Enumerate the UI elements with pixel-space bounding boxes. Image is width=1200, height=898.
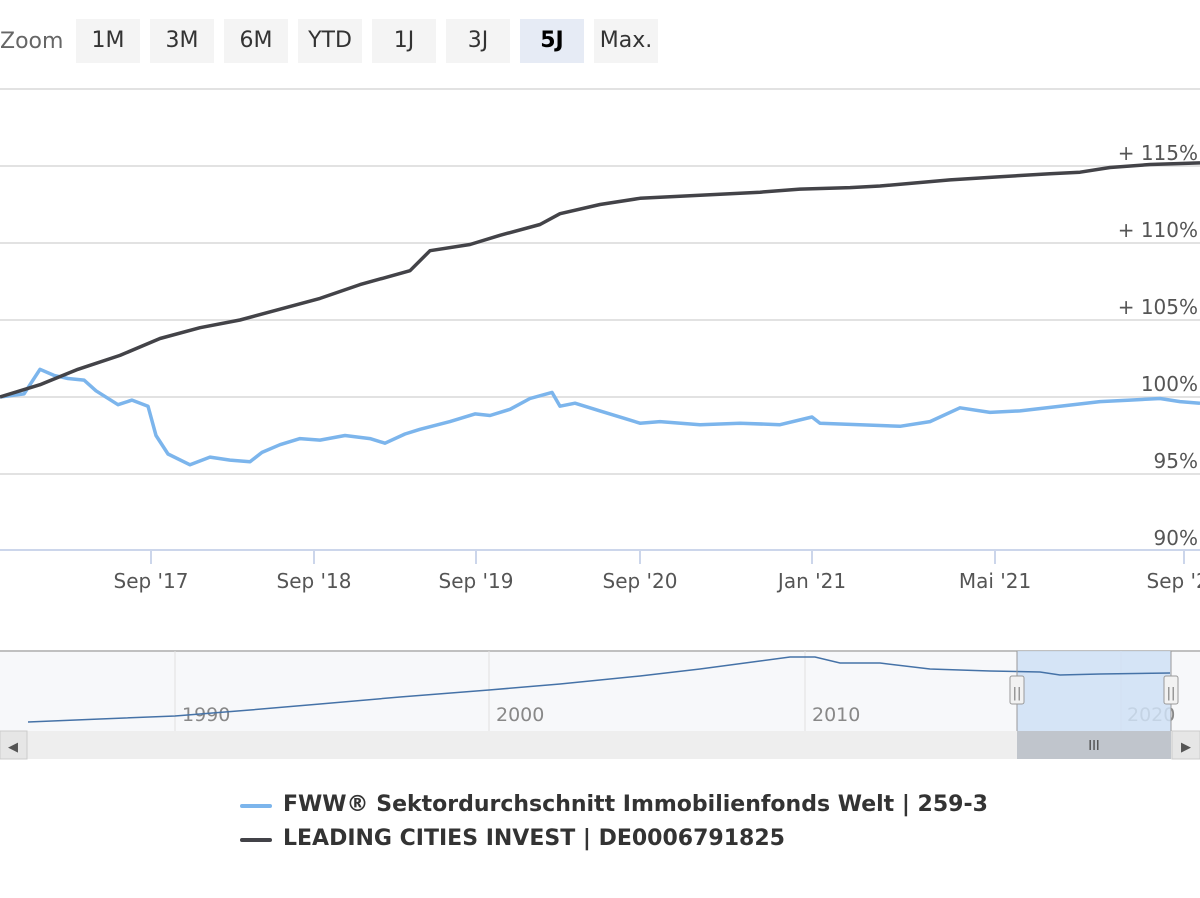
y-tick-label: + 110%	[1118, 218, 1198, 242]
navigator-handle-right[interactable]: ||	[1163, 675, 1179, 705]
scroll-left-arrow-icon: ◀	[8, 740, 18, 755]
zoom-button-6m[interactable]: 6M	[224, 19, 288, 63]
y-tick-label: 90%	[1154, 526, 1198, 550]
navigator-label-2000: 2000	[496, 704, 544, 726]
series-line-1	[0, 161, 1200, 399]
y-tick-label: + 105%	[1118, 295, 1198, 319]
navigator-handle-right-body[interactable]	[1163, 675, 1179, 705]
zoom-button-5j[interactable]: 5J	[520, 19, 584, 63]
scrollbar-left-button[interactable]	[0, 730, 28, 760]
legend-label-leading-cities: LEADING CITIES INVEST | DE0006791825	[283, 826, 785, 851]
navigator-handle-left[interactable]: ||	[1009, 675, 1025, 705]
zoom-button-ytd[interactable]: YTD	[298, 19, 362, 63]
legend-swatch-leading-cities	[240, 838, 272, 842]
scrollbar-thumb[interactable]	[1017, 731, 1171, 759]
y-tick-label: 95%	[1154, 449, 1198, 473]
scrollbar[interactable]: ◀ III ▶	[0, 730, 1200, 760]
scrollbar-thumb-grip: III	[1088, 739, 1100, 754]
navigator-series-line	[27, 656, 1171, 723]
navigator-handle-right-grip: ||	[1167, 686, 1176, 701]
x-tick-label: Sep '19	[439, 569, 514, 593]
navigator: 1990 2000 2010 2020 || ||	[0, 650, 1200, 731]
x-tick-label: Jan '21	[776, 569, 846, 593]
zoom-label: Zoom	[0, 29, 64, 54]
zoom-button-3m[interactable]: 3M	[150, 19, 214, 63]
x-tick-label: Sep '17	[114, 569, 189, 593]
x-tick-label: Sep '21	[1147, 569, 1200, 593]
navigator-label-1990: 1990	[182, 704, 230, 726]
y-axis-ticks: 90% 95% 100% + 105% + 110% + 115%	[1118, 141, 1198, 550]
zoom-bar: Zoom 1M 3M 6M YTD 1J 3J 5J Max.	[0, 19, 700, 63]
navigator-selected-range[interactable]	[1017, 651, 1171, 731]
x-tick-label: Sep '20	[603, 569, 678, 593]
scrollbar-right-button[interactable]	[1171, 730, 1200, 760]
y-tick-label: 100%	[1141, 372, 1198, 396]
navigator-handle-left-grip: ||	[1013, 686, 1022, 701]
zoom-button-1j[interactable]: 1J	[372, 19, 436, 63]
legend-item-sektordurchschnitt[interactable]: FWW® Sektordurchschnitt Immobilienfonds …	[240, 790, 1040, 824]
navigator-background	[0, 651, 1200, 731]
zoom-button-1m[interactable]: 1M	[76, 19, 140, 63]
legend-swatch-sektordurchschnitt	[240, 804, 272, 808]
navigator-handle-left-body[interactable]	[1009, 675, 1025, 705]
grid-lines	[0, 88, 1200, 475]
x-tick-label: Sep '18	[277, 569, 352, 593]
x-tick-label: Mai '21	[959, 569, 1031, 593]
zoom-button-3j[interactable]: 3J	[446, 19, 510, 63]
x-axis: Sep '17 Sep '18 Sep '19 Sep '20 Jan '21 Mai '…	[0, 549, 1200, 593]
y-tick-label: + 115%	[1118, 141, 1198, 165]
scroll-right-arrow-icon: ▶	[1181, 740, 1191, 755]
legend-label-sektordurchschnitt: FWW® Sektordurchschnitt Immobilienfonds …	[283, 792, 988, 817]
chart: 90%95%100%+ 105%+ 110%+ 115% Sep '17 Sep …	[0, 88, 1200, 760]
scrollbar-track[interactable]	[0, 731, 1200, 759]
legend: FWW® Sektordurchschnitt Immobilienfonds …	[240, 790, 1040, 858]
series-lines	[0, 161, 1200, 467]
zoom-button-max[interactable]: Max.	[594, 19, 658, 63]
series-line-0	[0, 367, 1200, 467]
navigator-label-2010: 2010	[812, 704, 860, 726]
legend-item-leading-cities[interactable]: LEADING CITIES INVEST | DE0006791825	[240, 824, 1040, 858]
